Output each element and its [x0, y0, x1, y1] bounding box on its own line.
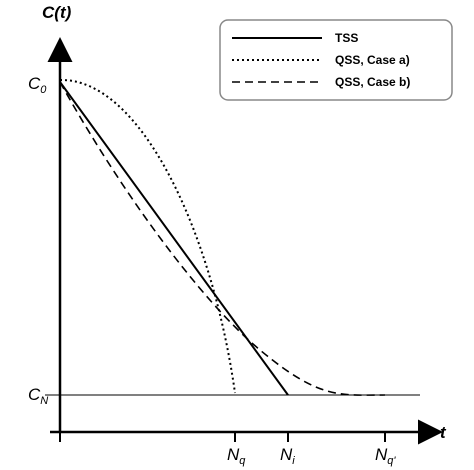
nq2-label: Nq': [375, 445, 396, 467]
y-label: C(t): [42, 3, 72, 22]
tss-curve: [59, 81, 289, 396]
qss-a-curve: [59, 78, 236, 394]
x-label: t: [440, 423, 447, 442]
ni-label: Ni: [280, 445, 295, 467]
c0-label: C0: [28, 74, 47, 96]
ticks: [59, 432, 386, 442]
nq-label: Nq: [227, 445, 246, 467]
legend-box: [219, 19, 453, 101]
legend-entry: TSS: [335, 31, 358, 45]
legend-entry: QSS, Case b): [335, 75, 410, 89]
qss-b-curve: [59, 81, 386, 396]
cn-label: CN: [28, 385, 48, 407]
legend-entry: QSS, Case a): [335, 53, 410, 67]
